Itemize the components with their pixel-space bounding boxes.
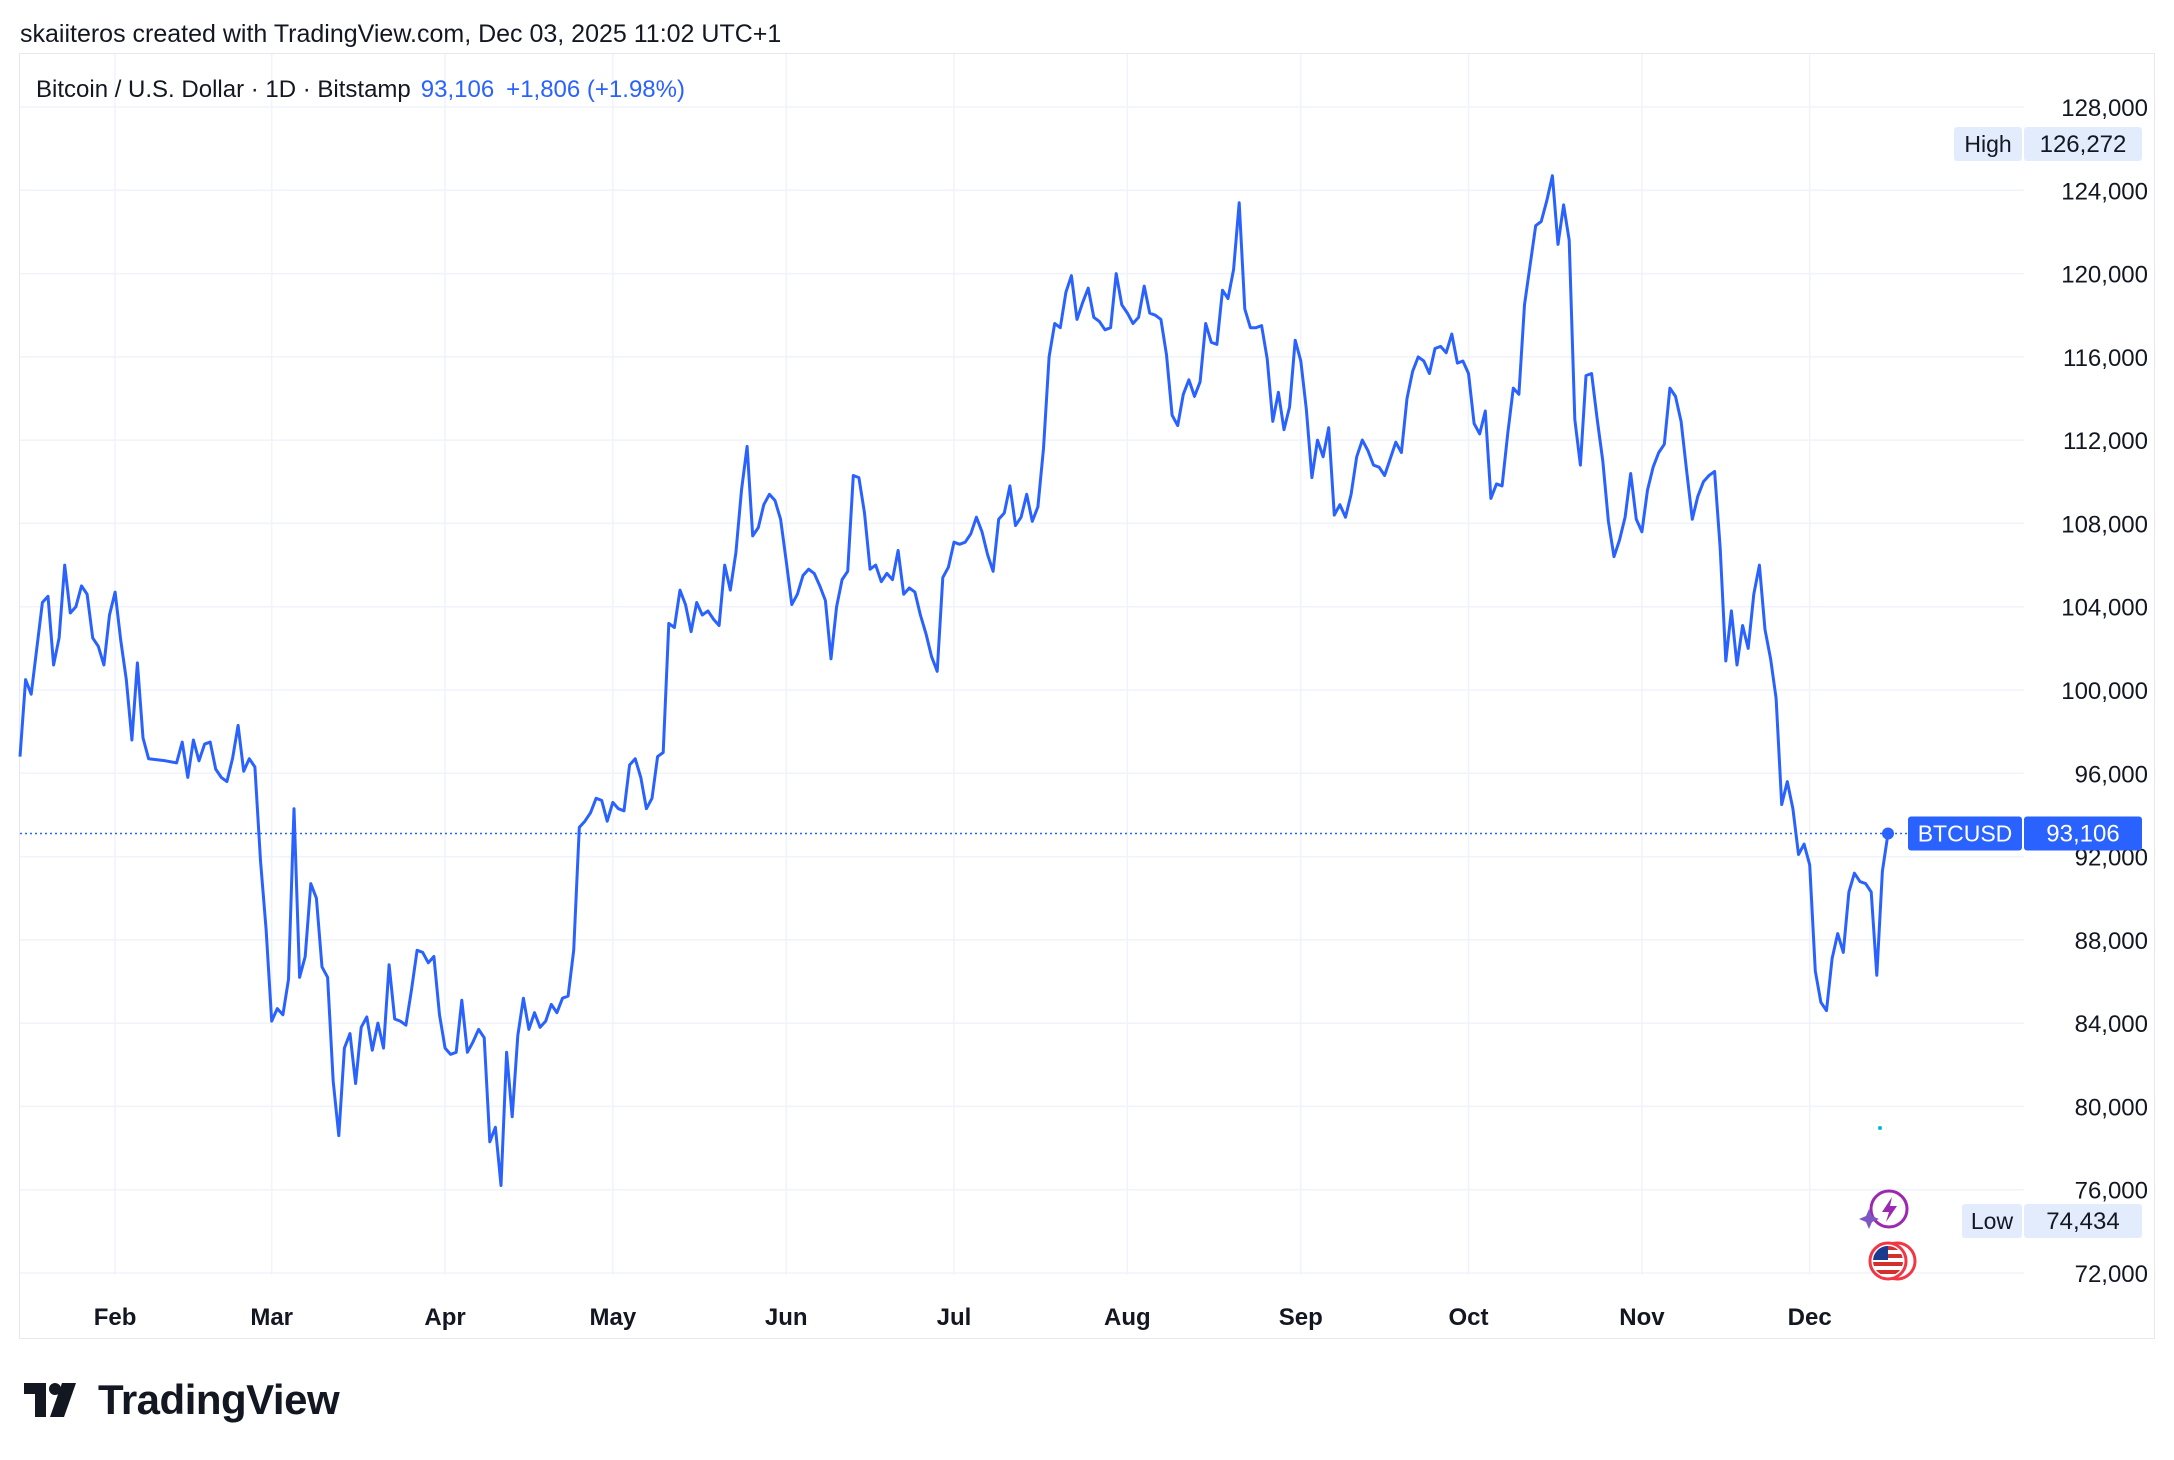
x-tick-label: Jul [937, 1304, 972, 1331]
y-tick-label: 84,000 [2075, 1011, 2148, 1038]
chart-caption: skaiiteros created with TradingView.com,… [20, 20, 782, 48]
y-tick-label: 116,000 [2063, 345, 2148, 372]
y-tick-label: 72,000 [2075, 1261, 2148, 1288]
current-price-label: BTCUSD 93,106 [1908, 816, 2142, 851]
y-tick-label: 100,000 [2061, 678, 2148, 705]
y-tick-label: 124,000 [2061, 178, 2148, 205]
tradingview-logo-icon [24, 1383, 76, 1417]
high-value: 126,272 [2040, 131, 2127, 158]
price-change: +1,806 (+1.98%) [506, 76, 685, 103]
symbol-name: Bitcoin / U.S. Dollar · 1D · Bitstamp [36, 76, 411, 103]
brand[interactable]: TradingView [24, 1375, 340, 1425]
y-tick-label: 108,000 [2061, 511, 2148, 538]
low-tag: Low [1971, 1208, 2014, 1234]
current-tag: BTCUSD [1918, 821, 2013, 847]
last-price-dot [1882, 827, 1894, 840]
y-tick-label: 128,000 [2061, 95, 2148, 122]
y-tick-label: 80,000 [2075, 1094, 2148, 1121]
current-value: 93,106 [2046, 821, 2119, 848]
high-label: High 126,272 [1954, 127, 2142, 161]
x-tick-label: Oct [1449, 1304, 1489, 1331]
x-tick-label: Jun [765, 1304, 808, 1331]
horizontal-grid [20, 106, 2024, 1274]
last-price: 93,106 [420, 76, 495, 103]
symbol-legend[interactable]: Bitcoin / U.S. Dollar · 1D · Bitstamp 93,… [36, 76, 685, 104]
x-tick-label: Mar [250, 1304, 293, 1331]
y-tick-label: 120,000 [2061, 262, 2148, 289]
price-series-line[interactable] [18, 174, 1890, 1187]
brand-name: TradingView [98, 1376, 340, 1423]
x-tick-label: Apr [424, 1304, 465, 1331]
x-tick-label: Dec [1788, 1304, 1832, 1331]
x-axis: Feb Mar Apr May Jun Jul Aug Sep Oct Nov Dec [94, 1304, 1832, 1331]
y-tick-label: 96,000 [2075, 761, 2148, 788]
y-tick-label: 88,000 [2075, 928, 2148, 955]
x-tick-label: Feb [94, 1304, 137, 1331]
us-flag-event-icon[interactable] [1868, 1241, 1917, 1281]
x-tick-label: Nov [1619, 1304, 1665, 1331]
x-tick-label: Aug [1104, 1304, 1151, 1331]
y-tick-label: 112,000 [2063, 428, 2148, 455]
low-label: Low 74,434 [1962, 1204, 2142, 1238]
y-tick-label: 76,000 [2075, 1178, 2148, 1205]
low-value: 74,434 [2046, 1208, 2119, 1235]
x-tick-label: Sep [1279, 1304, 1323, 1331]
high-tag: High [1964, 131, 2011, 157]
event-dot-icon [1878, 1126, 1882, 1130]
y-tick-label: 104,000 [2061, 595, 2148, 622]
y-axis: 128,000 124,000 120,000 116,000 112,000 108,0… [2061, 95, 2148, 1288]
x-tick-label: May [589, 1304, 636, 1331]
chart-frame [19, 53, 2155, 1339]
lightning-event-icon[interactable] [1859, 1189, 1909, 1229]
vertical-grid [114, 54, 1811, 1275]
